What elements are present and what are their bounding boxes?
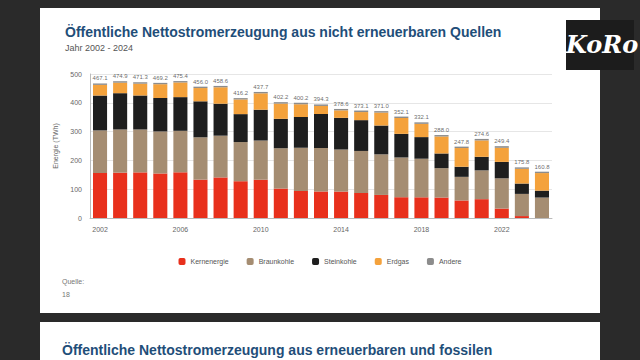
svg-text:249.4: 249.4 [494, 138, 510, 144]
svg-text:100: 100 [70, 186, 82, 193]
svg-text:300: 300 [70, 128, 82, 135]
svg-text:2002: 2002 [92, 226, 108, 233]
svg-text:394.3: 394.3 [313, 96, 329, 102]
svg-text:2010: 2010 [253, 226, 269, 233]
svg-text:Braunkohle: Braunkohle [259, 258, 295, 265]
svg-text:274.6: 274.6 [474, 131, 490, 137]
svg-text:175.8: 175.8 [514, 159, 530, 165]
svg-text:288.0: 288.0 [434, 127, 450, 133]
svg-text:500: 500 [70, 71, 82, 78]
html-text:Quelle:: Quelle: [62, 278, 85, 285]
svg-text:Energie (TWh): Energie (TWh) [52, 123, 60, 169]
svg-text:Öffentliche Nettostromerzeugun: Öffentliche Nettostromerzeugung aus nich… [65, 24, 501, 40]
svg-text:474.9: 474.9 [113, 73, 129, 79]
svg-text:Erdgas: Erdgas [387, 258, 410, 266]
svg-text:471.3: 471.3 [133, 74, 149, 80]
svg-text:Kernenergie: Kernenergie [191, 258, 229, 266]
svg-text:247.8: 247.8 [454, 139, 470, 145]
svg-text:402.2: 402.2 [273, 94, 289, 100]
svg-text:2018: 2018 [414, 226, 430, 233]
svg-text:475.4: 475.4 [173, 73, 189, 79]
svg-text:2006: 2006 [173, 226, 189, 233]
svg-text:400: 400 [70, 99, 82, 106]
svg-text:373.1: 373.1 [354, 103, 370, 109]
svg-text:378.6: 378.6 [334, 101, 350, 107]
svg-text:Andere: Andere [439, 258, 462, 265]
svg-text:469.2: 469.2 [153, 75, 169, 81]
svg-text:160.8: 160.8 [534, 164, 550, 170]
html-text:KoRo: KoRo [566, 30, 639, 59]
svg-text:467.1: 467.1 [93, 75, 109, 81]
svg-text:458.6: 458.6 [213, 78, 229, 84]
html-text:18: 18 [62, 291, 70, 298]
html-text:Öffentliche Nettostromerzeugun: Öffentliche Nettostromerzeugung aus erne… [62, 342, 493, 358]
svg-text:Jahr 2002 - 2024: Jahr 2002 - 2024 [65, 43, 133, 53]
svg-text:332.1: 332.1 [414, 114, 430, 120]
svg-text:371.0: 371.0 [374, 103, 390, 109]
svg-text:352.1: 352.1 [394, 109, 410, 115]
svg-text:2022: 2022 [494, 226, 510, 233]
svg-text:200: 200 [70, 157, 82, 164]
svg-text:456.0: 456.0 [193, 79, 209, 85]
svg-text:2014: 2014 [333, 226, 349, 233]
svg-text:Steinkohle: Steinkohle [324, 258, 357, 265]
svg-text:416.2: 416.2 [233, 90, 249, 96]
svg-text:400.2: 400.2 [293, 95, 309, 101]
svg-text:437.7: 437.7 [253, 84, 269, 90]
svg-text:0: 0 [78, 215, 82, 222]
